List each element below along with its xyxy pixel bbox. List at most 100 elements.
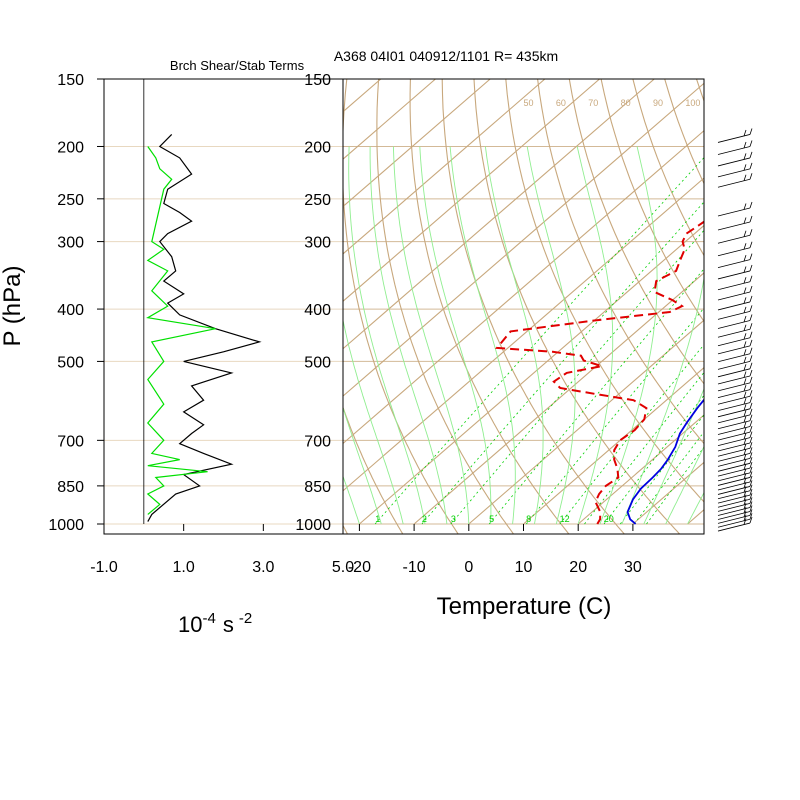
wind-barb xyxy=(717,408,753,424)
isotherm-line xyxy=(413,272,704,525)
x-label-base: 10 xyxy=(178,612,202,637)
dry-adiabat-line xyxy=(473,79,681,534)
wind-barb xyxy=(717,402,753,418)
wind-barb xyxy=(717,173,753,188)
skewt-profiles xyxy=(494,220,704,525)
isotherm-line xyxy=(343,129,704,445)
pressure-tick-label-left: 200 xyxy=(57,139,84,156)
mixing-ratio-label-bottom: 20 xyxy=(604,514,614,524)
stability-x-tick-labels: -1.0 1.0 3.0 5.0 xyxy=(90,524,354,576)
dry-adiabat-label: 50 xyxy=(523,98,533,108)
x-label-unit-exponent: -2 xyxy=(239,610,252,627)
mixing-ratio-label-bottom: 8 xyxy=(526,514,531,524)
stability-series-0 xyxy=(147,133,262,522)
wind-barb xyxy=(717,488,753,504)
mixing-ratio-line xyxy=(374,157,704,525)
stability-series-1 xyxy=(146,146,216,515)
wind-barb xyxy=(717,295,753,311)
isotherm-line xyxy=(343,79,491,208)
wind-barb xyxy=(717,162,753,178)
wind-barb xyxy=(717,383,753,399)
wind-barb xyxy=(717,241,753,257)
wind-barb xyxy=(717,466,753,482)
dry-adiabat-label: 60 xyxy=(556,98,566,108)
stability-title: Brch Shear/Stab Terms xyxy=(170,58,305,73)
pressure-tick-labels-right: 150 200 250 300 400 500 700 850 1000 xyxy=(295,72,331,534)
dry-adiabat-line xyxy=(723,63,800,536)
wind-barb xyxy=(717,215,753,231)
wind-barb xyxy=(717,305,753,320)
dry-adiabat-line xyxy=(664,79,704,185)
stability-x-tick-label: 3.0 xyxy=(252,559,274,576)
dry-adiabat-label: 70 xyxy=(588,98,598,108)
x-label-unit: s xyxy=(223,612,234,637)
isotherm-line xyxy=(577,414,704,525)
wind-barbs xyxy=(717,128,753,532)
temperature-tick-label: -10 xyxy=(403,559,426,576)
pressure-tick-label-right: 250 xyxy=(304,192,331,209)
pressure-tick-label-left: 500 xyxy=(57,354,84,371)
moist-adiabat-line xyxy=(343,474,360,525)
wind-barb xyxy=(717,314,753,329)
dry-adiabat-line xyxy=(600,79,704,323)
isotherm-line xyxy=(632,461,704,525)
wind-barb xyxy=(717,323,753,338)
pressure-tick-label-left: 850 xyxy=(57,479,84,496)
mixing-ratio-line xyxy=(488,268,704,525)
pressure-tick-label-right: 850 xyxy=(304,479,331,496)
wind-barb xyxy=(717,201,753,217)
dry-adiabat-line xyxy=(754,63,800,536)
dry-adiabat-line xyxy=(231,63,293,536)
dry-adiabat-line xyxy=(785,63,800,536)
moist-adiabat-line xyxy=(369,146,448,525)
moist-adiabat-line xyxy=(392,146,470,525)
moist-adiabat-line xyxy=(576,146,614,525)
wind-barb xyxy=(717,396,753,411)
dry-adiabat-line xyxy=(568,79,704,385)
mixing-ratio-label-bottom: 3 xyxy=(451,514,456,524)
wind-barb xyxy=(717,513,753,528)
pressure-tick-label-right: 500 xyxy=(304,354,331,371)
wind-barb xyxy=(717,128,753,143)
skewt-plot-frame xyxy=(342,78,705,535)
mixing-ratio-line xyxy=(603,394,704,525)
dry-adiabat-line xyxy=(409,79,570,534)
temperature-profile xyxy=(626,398,704,525)
mixing-ratio-label-bottom: 12 xyxy=(560,514,570,524)
pressure-tick-label-right: 400 xyxy=(304,302,331,319)
wind-barb xyxy=(717,493,753,508)
dry-adiabat-label: 80 xyxy=(621,98,631,108)
wind-barb xyxy=(717,369,753,385)
wind-barb xyxy=(717,426,753,441)
skewt-background-lines xyxy=(231,63,800,536)
dewpoint-profile xyxy=(494,220,704,525)
temperature-tick-label: 10 xyxy=(515,559,533,576)
temperature-tick-labels: -20 -10 0 10 20 30 xyxy=(348,524,642,576)
wind-barb xyxy=(717,447,753,462)
pressure-tick-label-right: 200 xyxy=(304,139,331,156)
wind-barb xyxy=(717,516,753,532)
moist-adiabat-line xyxy=(449,146,516,525)
wind-barb xyxy=(717,229,753,244)
pressure-tick-label-left: 150 xyxy=(57,72,84,89)
stability-x-axis-label: 10-4 s -2 xyxy=(178,610,252,637)
isotherm-line xyxy=(343,82,704,397)
isotherm-line xyxy=(343,177,704,492)
wind-barb xyxy=(717,452,753,467)
stability-x-tick-label: 1.0 xyxy=(173,559,195,576)
mixing-ratio-label-bottom: 5 xyxy=(489,514,494,524)
temperature-tick-label: 0 xyxy=(464,559,473,576)
moist-adiabat-line xyxy=(343,406,382,525)
isotherm-line xyxy=(343,79,600,303)
x-label-exponent: -4 xyxy=(202,610,215,627)
wind-barb xyxy=(717,484,753,500)
pressure-tick-label-left: 700 xyxy=(57,433,84,450)
temperature-tick-label: -20 xyxy=(348,559,371,576)
pressure-tick-label-left: 300 xyxy=(57,235,84,252)
moist-adiabat-line xyxy=(484,146,544,525)
wind-barb xyxy=(717,480,753,495)
temperature-axis-label: Temperature (C) xyxy=(437,593,612,620)
